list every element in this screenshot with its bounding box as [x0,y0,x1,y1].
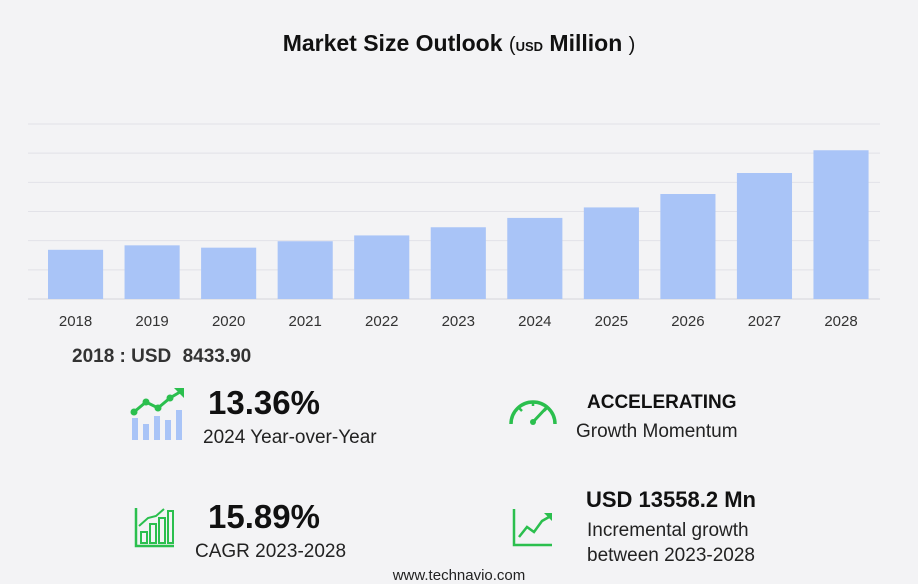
bar-2024 [507,217,563,299]
bar-2023 [430,227,486,299]
incremental-label-line1: Incremental growth [587,520,749,541]
footer-url: www.technavio.com [392,567,526,584]
x-tick-label-2025: 2025 [595,313,628,330]
x-tick-label-2022: 2022 [365,313,398,330]
x-tick-label-2024: 2024 [518,313,551,330]
trend-line-icon [512,509,552,547]
title-paren-close: ) [628,34,636,56]
bar-2019 [124,245,180,299]
speedometer-icon [509,400,557,425]
x-tick-label-2020: 2020 [212,313,245,330]
x-tick-label-2019: 2019 [135,313,168,330]
momentum-label: Growth Momentum [576,421,738,442]
base-year-label: 2018 : USD [72,346,172,367]
x-tick-label-2027: 2027 [748,313,781,330]
chart-title: Market Size Outlook (USD Million ) [0,30,918,57]
title-main: Market Size Outlook [282,30,503,56]
yoy-value: 13.36% [208,384,320,421]
momentum-value: ACCELERATING [587,392,737,413]
bar-chart: 2018 2019 2020 2021 2022 2023 2024 2025 2026 2027… [28,123,880,330]
bar-2021 [277,241,333,299]
x-tick-label-2018: 2018 [59,313,92,330]
growth-chart-icon [130,388,184,440]
yoy-label: 2024 Year-over-Year [203,427,377,448]
bar-2020 [201,247,257,299]
bar-2022 [354,235,410,299]
bar-2027 [736,173,793,299]
x-tick-label-2026: 2026 [671,313,704,330]
base-year-number: 8433.90 [182,346,252,367]
x-tick-label-2021: 2021 [289,313,322,330]
bar-2028 [813,150,869,299]
title-currency: USD [515,39,544,54]
incremental-value: USD 13558.2 Mn [586,487,756,512]
bar-2018 [48,249,104,299]
x-tick-label-2023: 2023 [442,313,475,330]
bar-2025 [583,207,639,299]
bar-growth-icon [134,508,174,548]
x-tick-label-2028: 2028 [824,313,857,330]
title-unit: Million [549,30,623,56]
incremental-label-line2: between 2023-2028 [587,545,755,566]
cagr-value: 15.89% [208,498,320,535]
cagr-label: CAGR 2023-2028 [195,541,347,562]
bar-2026 [660,194,716,299]
base-year-value: 2018 : USD 8433.90 [72,346,251,368]
title-paren-open: ( [508,34,516,56]
